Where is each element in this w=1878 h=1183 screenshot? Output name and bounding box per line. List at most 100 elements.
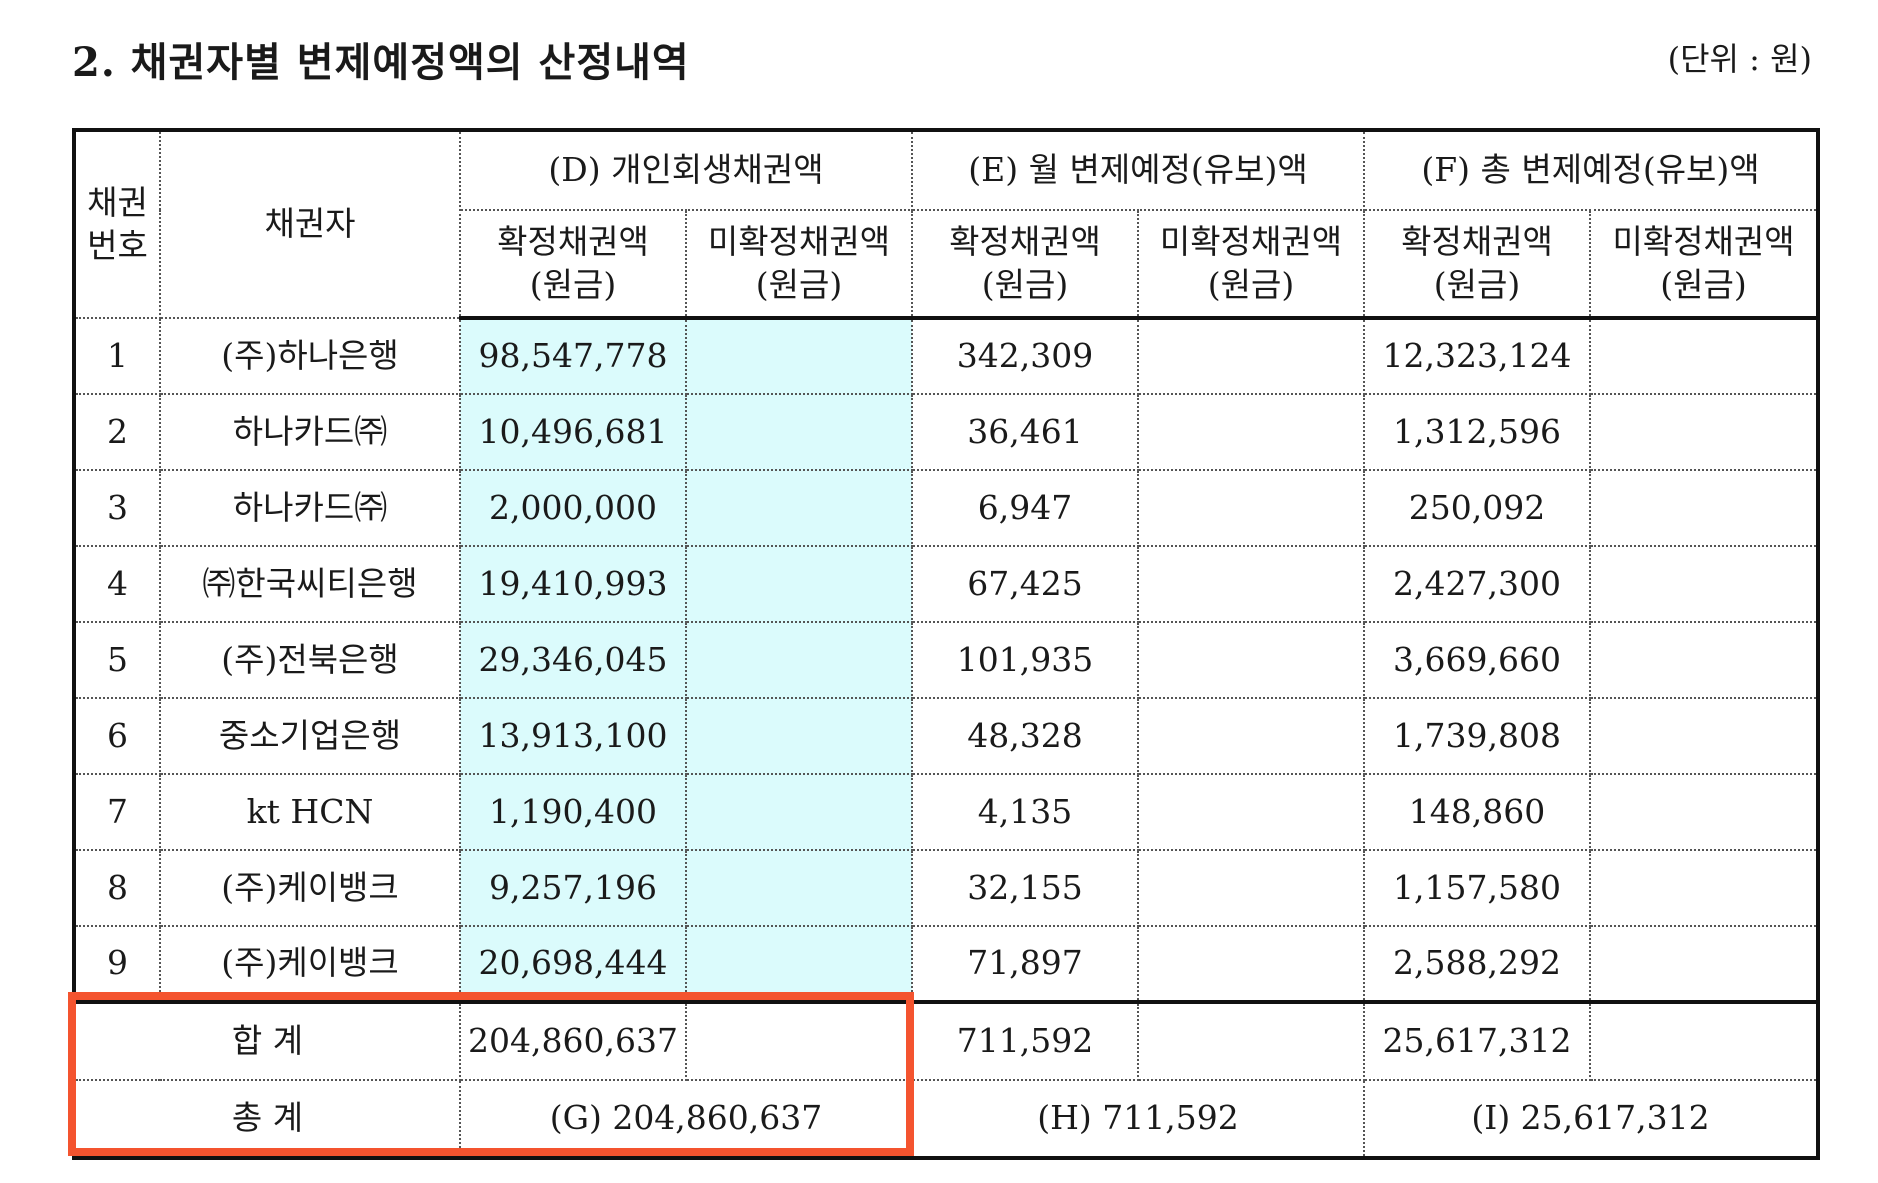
sum-d-confirmed: 204,860,637 bbox=[459, 1000, 687, 1081]
cell-creditor: 하나카드㈜ bbox=[159, 469, 461, 547]
cell-d-confirmed: 9,257,196 bbox=[459, 849, 687, 927]
header-group-e: (E) 월 변제예정(유보)액 bbox=[910, 129, 1366, 211]
cell-f-unconfirmed bbox=[1589, 545, 1820, 623]
cell-f-confirmed: 148,860 bbox=[1363, 773, 1592, 851]
cell-f-confirmed: 1,739,808 bbox=[1363, 697, 1592, 775]
cell-no: 8 bbox=[73, 849, 161, 927]
header-creditor-no: 채권 번호 bbox=[73, 129, 161, 319]
cell-no: 7 bbox=[73, 773, 161, 851]
cell-e-unconfirmed bbox=[1136, 697, 1366, 775]
total-row: 총 계 (G) 204,860,637 (H) 711,592 (I) 25,6… bbox=[73, 1079, 1820, 1159]
cell-creditor: 중소기업은행 bbox=[159, 697, 461, 775]
cell-d-unconfirmed bbox=[685, 925, 913, 1003]
header-group-f: (F) 총 변제예정(유보)액 bbox=[1363, 129, 1820, 211]
cell-no: 9 bbox=[73, 925, 161, 1003]
total-label: 총 계 bbox=[73, 1079, 461, 1159]
cell-d-confirmed: 13,913,100 bbox=[459, 697, 687, 775]
cell-e-unconfirmed bbox=[1136, 773, 1366, 851]
total-i: (I) 25,617,312 bbox=[1363, 1079, 1820, 1159]
cell-e-confirmed: 67,425 bbox=[911, 545, 1139, 623]
cell-e-confirmed: 101,935 bbox=[911, 621, 1139, 699]
cell-f-confirmed: 1,312,596 bbox=[1363, 393, 1592, 471]
cell-f-unconfirmed bbox=[1589, 317, 1820, 395]
cell-d-unconfirmed bbox=[685, 469, 913, 547]
cell-creditor: 하나카드㈜ bbox=[159, 393, 461, 471]
cell-e-unconfirmed bbox=[1136, 393, 1366, 471]
cell-e-unconfirmed bbox=[1136, 469, 1366, 547]
header-f-confirmed: 확정채권액 (원금) bbox=[1363, 209, 1592, 320]
cell-f-unconfirmed bbox=[1589, 925, 1820, 1003]
cell-e-unconfirmed bbox=[1136, 849, 1366, 927]
cell-d-unconfirmed bbox=[685, 393, 913, 471]
sum-row: 합 계 204,860,637 711,592 25,617,312 bbox=[73, 1000, 1820, 1081]
table-row: 9 (주)케이뱅크 20,698,444 71,897 2,588,292 bbox=[73, 925, 1820, 1003]
cell-no: 5 bbox=[73, 621, 161, 699]
cell-d-unconfirmed bbox=[685, 849, 913, 927]
cell-d-confirmed: 20,698,444 bbox=[459, 925, 687, 1003]
cell-creditor: (주)케이뱅크 bbox=[159, 849, 461, 927]
cell-f-unconfirmed bbox=[1589, 621, 1820, 699]
section-title: 2. 채권자별 변제예정액의 산정내역 bbox=[72, 39, 690, 86]
cell-e-confirmed: 342,309 bbox=[911, 317, 1139, 395]
header-e-unconfirmed: 미확정채권액 (원금) bbox=[1136, 209, 1366, 320]
cell-e-unconfirmed bbox=[1136, 545, 1366, 623]
total-g: (G) 204,860,637 bbox=[459, 1079, 913, 1159]
cell-creditor: (주)전북은행 bbox=[159, 621, 461, 699]
table-row: 3 하나카드㈜ 2,000,000 6,947 250,092 bbox=[73, 469, 1820, 547]
header-d-confirmed: 확정채권액 (원금) bbox=[459, 209, 687, 320]
table-row: 8 (주)케이뱅크 9,257,196 32,155 1,157,580 bbox=[73, 849, 1820, 927]
sum-e-confirmed: 711,592 bbox=[911, 1000, 1139, 1081]
cell-e-confirmed: 32,155 bbox=[911, 849, 1139, 927]
cell-e-unconfirmed bbox=[1136, 621, 1366, 699]
cell-d-unconfirmed bbox=[685, 317, 913, 395]
table-row: 1 (주)하나은행 98,547,778 342,309 12,323,124 bbox=[73, 317, 1820, 395]
table-row: 5 (주)전북은행 29,346,045 101,935 3,669,660 bbox=[73, 621, 1820, 699]
cell-f-confirmed: 250,092 bbox=[1363, 469, 1592, 547]
cell-f-confirmed: 12,323,124 bbox=[1363, 317, 1592, 395]
cell-creditor: ㈜한국씨티은행 bbox=[159, 545, 461, 623]
cell-e-confirmed: 4,135 bbox=[911, 773, 1139, 851]
cell-e-unconfirmed bbox=[1136, 317, 1366, 395]
cell-d-confirmed: 2,000,000 bbox=[459, 469, 687, 547]
cell-d-confirmed: 98,547,778 bbox=[459, 317, 687, 395]
sum-label: 합 계 bbox=[73, 1000, 461, 1081]
cell-creditor: kt HCN bbox=[159, 773, 461, 851]
cell-f-confirmed: 3,669,660 bbox=[1363, 621, 1592, 699]
cell-f-unconfirmed bbox=[1589, 773, 1820, 851]
cell-creditor: (주)케이뱅크 bbox=[159, 925, 461, 1003]
cell-no: 3 bbox=[73, 469, 161, 547]
cell-d-confirmed: 19,410,993 bbox=[459, 545, 687, 623]
cell-d-confirmed: 1,190,400 bbox=[459, 773, 687, 851]
total-h: (H) 711,592 bbox=[910, 1079, 1366, 1159]
cell-d-confirmed: 10,496,681 bbox=[459, 393, 687, 471]
cell-d-unconfirmed bbox=[685, 621, 913, 699]
cell-no: 6 bbox=[73, 697, 161, 775]
cell-e-confirmed: 6,947 bbox=[911, 469, 1139, 547]
cell-no: 4 bbox=[73, 545, 161, 623]
cell-e-confirmed: 36,461 bbox=[911, 393, 1139, 471]
cell-d-unconfirmed bbox=[685, 773, 913, 851]
cell-creditor: (주)하나은행 bbox=[159, 317, 461, 395]
cell-e-confirmed: 71,897 bbox=[911, 925, 1139, 1003]
table-row: 7 kt HCN 1,190,400 4,135 148,860 bbox=[73, 773, 1820, 851]
sum-e-unconfirmed bbox=[1136, 1000, 1366, 1081]
cell-f-unconfirmed bbox=[1589, 697, 1820, 775]
table-row: 6 중소기업은행 13,913,100 48,328 1,739,808 bbox=[73, 697, 1820, 775]
cell-d-unconfirmed bbox=[685, 545, 913, 623]
cell-d-confirmed: 29,346,045 bbox=[459, 621, 687, 699]
unit-label: (단위 : 원) bbox=[1667, 40, 1812, 78]
cell-d-unconfirmed bbox=[685, 697, 913, 775]
cell-no: 2 bbox=[73, 393, 161, 471]
table-row: 4 ㈜한국씨티은행 19,410,993 67,425 2,427,300 bbox=[73, 545, 1820, 623]
header-f-unconfirmed: 미확정채권액 (원금) bbox=[1589, 209, 1820, 320]
cell-f-unconfirmed bbox=[1589, 469, 1820, 547]
cell-f-confirmed: 1,157,580 bbox=[1363, 849, 1592, 927]
sum-f-confirmed: 25,617,312 bbox=[1363, 1000, 1592, 1081]
header-creditor: 채권자 bbox=[159, 129, 461, 319]
table-row: 2 하나카드㈜ 10,496,681 36,461 1,312,596 bbox=[73, 393, 1820, 471]
creditor-repayment-table: 채권 번호 채권자 (D) 개인회생채권액 (E) 월 변제예정(유보)액 (F… bbox=[72, 128, 1821, 1160]
header-group-d: (D) 개인회생채권액 bbox=[459, 129, 913, 211]
sum-f-unconfirmed bbox=[1589, 1000, 1820, 1081]
cell-f-confirmed: 2,427,300 bbox=[1363, 545, 1592, 623]
header-e-confirmed: 확정채권액 (원금) bbox=[911, 209, 1139, 320]
